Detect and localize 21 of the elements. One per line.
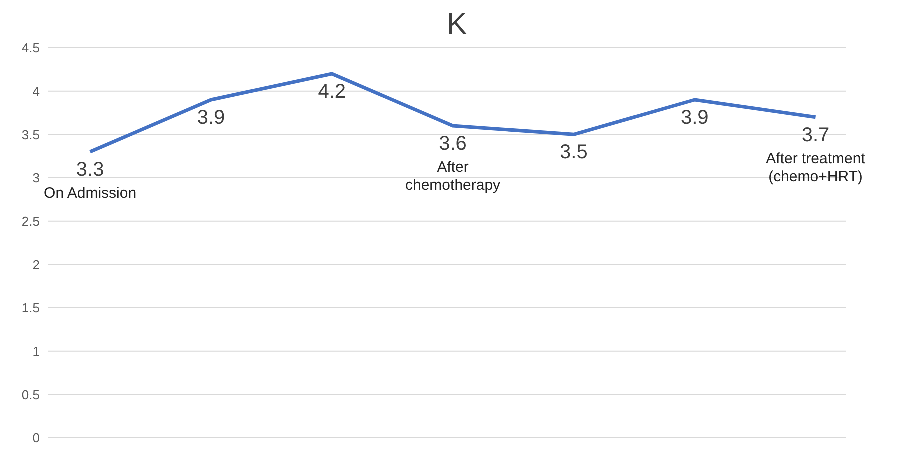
y-tick-label: 1.5 xyxy=(22,300,40,316)
y-tick-label: 3.5 xyxy=(22,127,40,142)
data-label: 4.2 xyxy=(318,81,346,103)
y-tick-label: 2 xyxy=(32,257,40,272)
x-tick-label: On Admission xyxy=(44,185,137,202)
y-tick-label: 4 xyxy=(32,84,40,99)
chart-title: K xyxy=(446,8,468,42)
y-tick-label: 1 xyxy=(32,344,40,359)
y-tick-label: 2.5 xyxy=(22,214,40,229)
data-label: 3.5 xyxy=(560,142,588,164)
y-tick-label: 4.5 xyxy=(22,40,40,56)
x-tick-label: After chemotherapy xyxy=(406,159,502,194)
data-label: 3.9 xyxy=(197,107,226,129)
y-tick-label: 0.5 xyxy=(22,387,40,402)
x-tick-label: After treatment (chemo+HRT) xyxy=(766,150,866,186)
data-label: 3.7 xyxy=(802,124,830,146)
data-label: 3.6 xyxy=(439,133,467,155)
y-tick-label: 0 xyxy=(32,430,40,446)
data-label: 3.9 xyxy=(680,107,709,129)
y-tick-label: 3 xyxy=(32,170,40,186)
data-label: 3.3 xyxy=(76,159,104,181)
